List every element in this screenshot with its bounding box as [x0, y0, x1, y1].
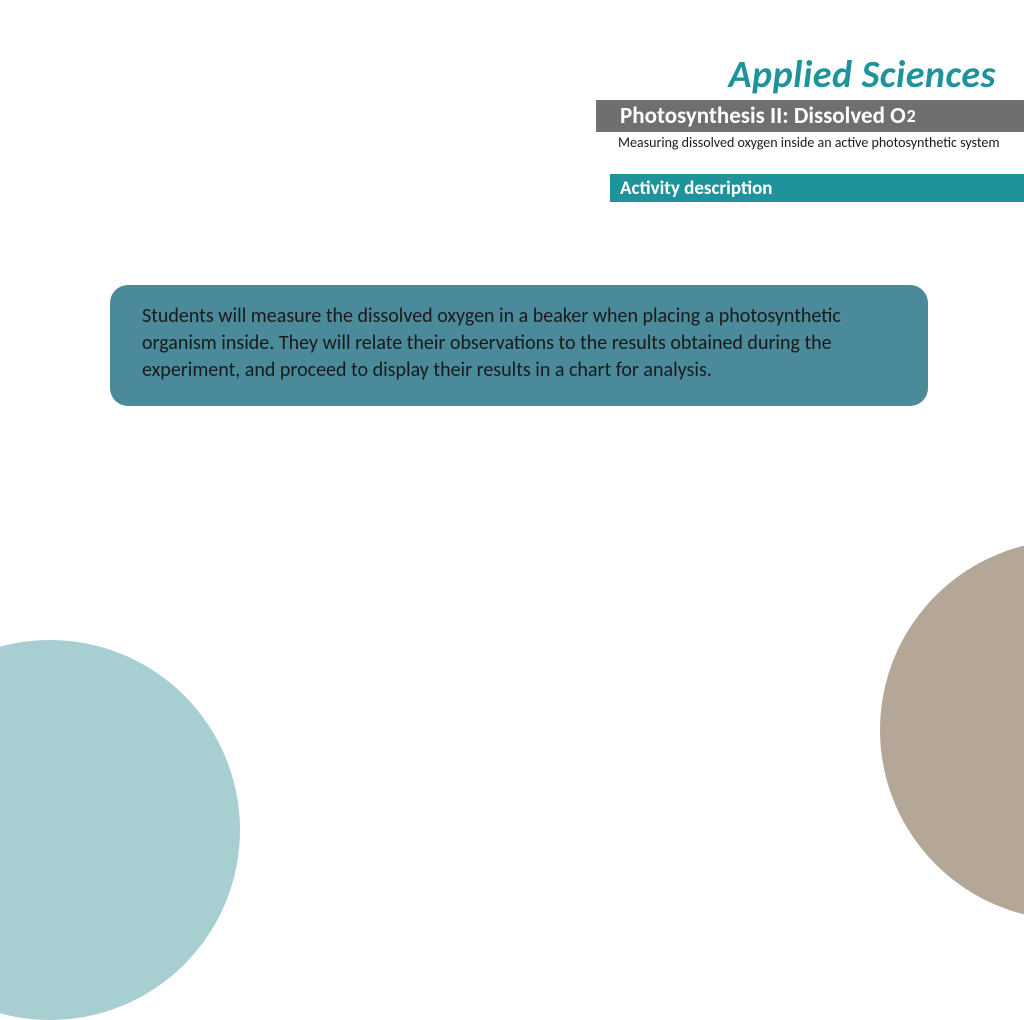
section-label-bg: Activity description [610, 174, 1024, 202]
lesson-subtitle: Measuring dissolved oxygen inside an act… [618, 134, 1006, 152]
decorative-circle-bottom-left [0, 640, 240, 1020]
activity-description-text: Students will measure the dissolved oxyg… [142, 304, 841, 382]
section-label: Activity description [620, 177, 773, 200]
lesson-title-subscript: 2 [907, 105, 916, 127]
brand-title: Applied Sciences [728, 52, 996, 98]
section-bar: Activity description [596, 174, 1024, 202]
lesson-title-bar: Photosynthesis II: Dissolved O2 [596, 100, 1024, 132]
activity-description-panel: Students will measure the dissolved oxyg… [110, 285, 928, 406]
title-accent [596, 100, 610, 132]
decorative-circle-bottom-right [880, 540, 1024, 920]
section-accent [596, 174, 610, 202]
lesson-title-text: Photosynthesis II: Dissolved O [620, 102, 906, 130]
lesson-title-bg: Photosynthesis II: Dissolved O2 [610, 100, 1024, 132]
